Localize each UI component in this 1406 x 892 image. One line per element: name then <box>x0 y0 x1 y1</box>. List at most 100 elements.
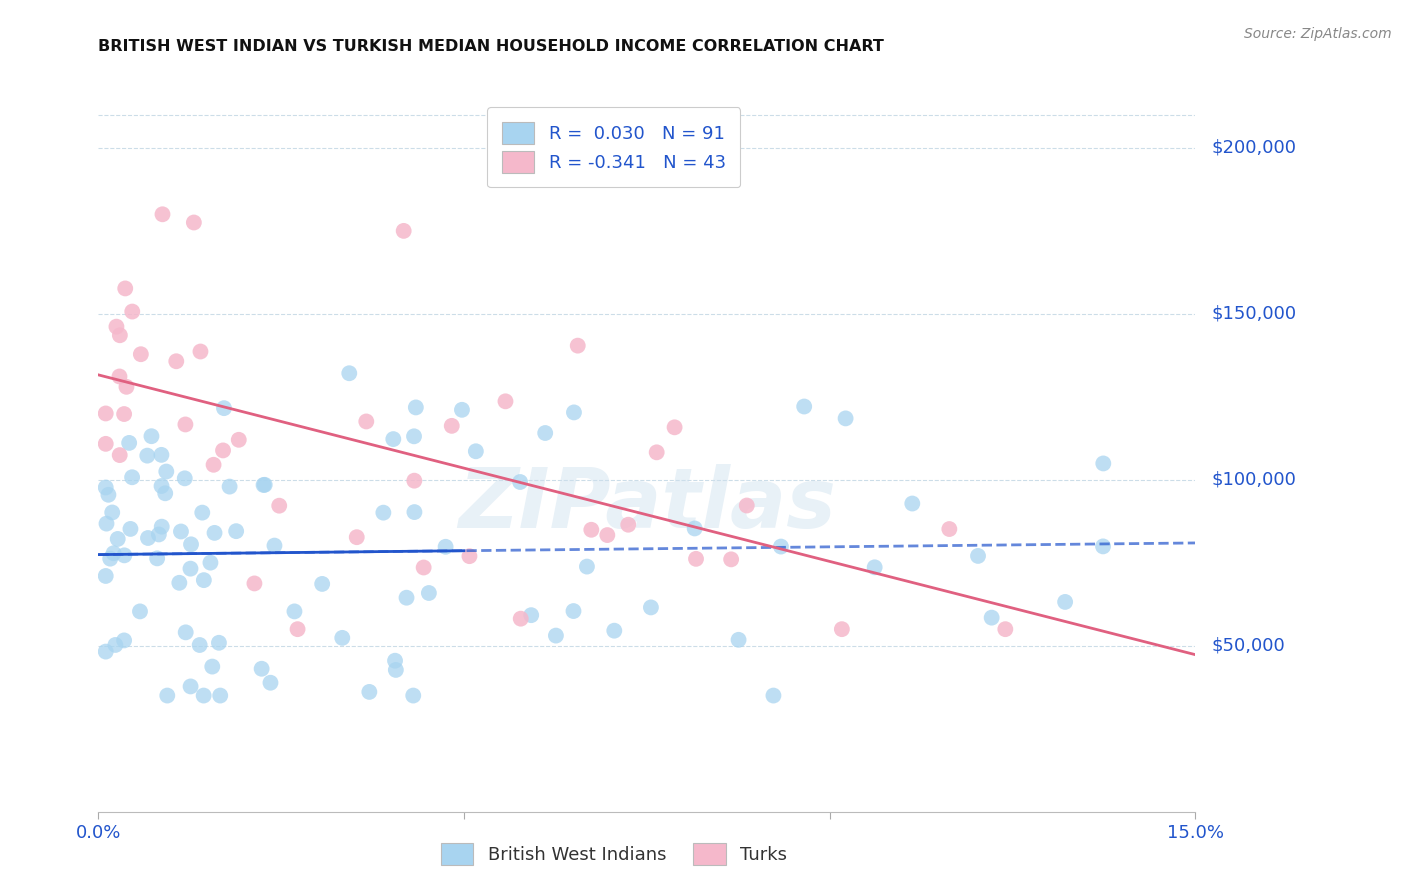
Point <box>735 499 758 513</box>
Point <box>458 549 481 564</box>
Point <box>112 633 135 648</box>
Point <box>1092 457 1115 471</box>
Point <box>114 281 136 295</box>
Point <box>156 689 179 703</box>
Point <box>228 433 250 447</box>
Point <box>94 437 117 451</box>
Point <box>174 417 197 432</box>
Point <box>405 401 427 415</box>
Point <box>169 575 191 590</box>
Point <box>831 622 853 636</box>
Point <box>170 524 193 539</box>
Point <box>685 552 707 566</box>
Point <box>664 420 686 434</box>
Point <box>581 523 603 537</box>
Point <box>534 425 557 440</box>
Point <box>121 470 143 484</box>
Point <box>269 499 291 513</box>
Point <box>108 328 131 343</box>
Point <box>346 530 368 544</box>
Point <box>938 522 960 536</box>
Point <box>412 560 434 574</box>
Point <box>402 429 425 443</box>
Point <box>359 685 381 699</box>
Point <box>520 608 543 623</box>
Point <box>96 516 118 531</box>
Point <box>994 622 1017 636</box>
Point <box>118 436 141 450</box>
Point <box>204 525 226 540</box>
Point <box>208 636 231 650</box>
Point <box>834 411 856 425</box>
Point <box>980 610 1002 624</box>
Point <box>97 488 120 502</box>
Point <box>395 591 418 605</box>
Point <box>596 528 619 542</box>
Text: $150,000: $150,000 <box>1212 305 1298 323</box>
Point <box>683 521 706 535</box>
Point <box>94 569 117 583</box>
Point <box>575 559 598 574</box>
Point <box>901 496 924 510</box>
Point <box>129 604 152 618</box>
Point <box>287 622 309 636</box>
Point <box>562 604 585 618</box>
Point <box>103 546 125 560</box>
Point <box>173 471 195 485</box>
Point <box>495 394 517 409</box>
Point <box>225 524 247 538</box>
Point <box>108 369 131 384</box>
Point <box>107 532 129 546</box>
Point <box>129 347 152 361</box>
Point <box>108 448 131 462</box>
Point <box>174 625 197 640</box>
Point <box>337 366 360 380</box>
Point <box>967 549 990 563</box>
Point <box>544 629 567 643</box>
Point <box>101 506 124 520</box>
Point <box>250 662 273 676</box>
Point <box>769 540 792 554</box>
Point <box>150 479 173 493</box>
Point <box>201 659 224 673</box>
Point <box>509 475 531 489</box>
Point <box>727 632 749 647</box>
Point <box>112 407 135 421</box>
Point <box>243 576 266 591</box>
Point <box>863 560 886 574</box>
Point <box>451 402 474 417</box>
Point <box>165 354 187 368</box>
Point <box>1092 540 1115 554</box>
Point <box>562 405 585 419</box>
Point <box>402 689 425 703</box>
Text: $100,000: $100,000 <box>1212 471 1296 489</box>
Point <box>121 304 143 318</box>
Point <box>141 429 163 443</box>
Point <box>762 689 785 703</box>
Point <box>120 522 142 536</box>
Point <box>136 531 159 545</box>
Point <box>188 638 211 652</box>
Point <box>356 414 378 428</box>
Point <box>330 631 353 645</box>
Point <box>146 551 169 566</box>
Point <box>418 586 440 600</box>
Point <box>793 400 815 414</box>
Point <box>150 448 173 462</box>
Point <box>617 517 640 532</box>
Point <box>509 612 531 626</box>
Text: Source: ZipAtlas.com: Source: ZipAtlas.com <box>1244 27 1392 41</box>
Point <box>434 540 457 554</box>
Point <box>150 519 173 533</box>
Point <box>104 638 127 652</box>
Point <box>252 478 274 492</box>
Text: ZIPatlas: ZIPatlas <box>458 465 835 545</box>
Point <box>385 663 408 677</box>
Point <box>218 480 240 494</box>
Point <box>263 539 285 553</box>
Point <box>720 552 742 566</box>
Point <box>155 486 177 500</box>
Point <box>464 444 486 458</box>
Point <box>209 689 232 703</box>
Point <box>384 654 406 668</box>
